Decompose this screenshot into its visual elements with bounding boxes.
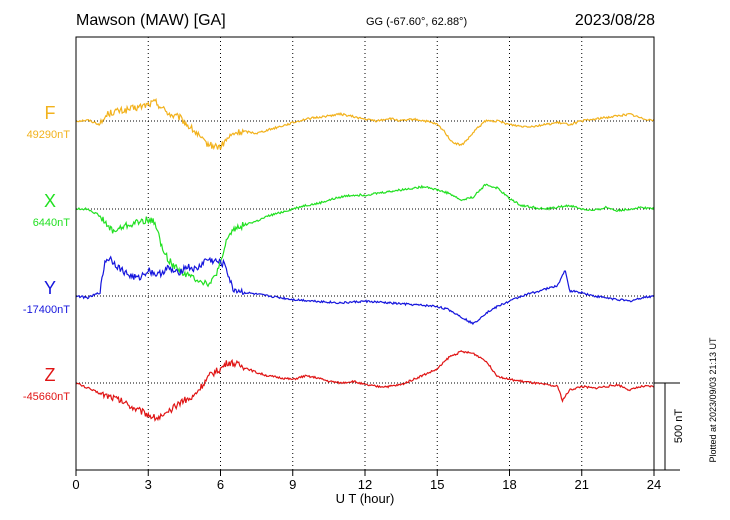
x-tick-label: 9 — [289, 477, 296, 492]
series-name-z: Z — [45, 365, 56, 385]
station-title: Mawson (MAW) [GA] — [76, 12, 226, 29]
x-tick-label: 18 — [502, 477, 516, 492]
series-baseline-f: 49290nT — [27, 129, 71, 141]
series-baseline-z: -45660nT — [23, 391, 70, 403]
series-labels: F 49290nT X 6440nT Y -17400nT Z -45660nT — [23, 103, 70, 403]
series-name-f: F — [45, 103, 56, 123]
scale-bar: 500 nT — [654, 382, 685, 471]
x-tick-label: 24 — [647, 477, 661, 492]
series-line-f — [75, 97, 655, 151]
plotted-timestamp: Plotted at 2023/09/03 21:13 UT — [708, 337, 718, 463]
series-baseline-y: -17400nT — [23, 304, 70, 316]
date-label: 2023/08/28 — [575, 12, 655, 29]
x-tick-label: 6 — [217, 477, 224, 492]
coords-label: GG (-67.60°, 62.88°) — [366, 16, 467, 28]
x-tick-label: 21 — [575, 477, 589, 492]
scale-bar-label: 500 nT — [673, 409, 685, 444]
x-tick-label: 12 — [358, 477, 372, 492]
series-name-y: Y — [44, 278, 56, 298]
x-axis-label: U T (hour) — [336, 491, 395, 506]
x-tick-label: 0 — [72, 477, 79, 492]
series-baseline-x: 6440nT — [33, 217, 71, 229]
baselines — [76, 120, 654, 384]
x-tick-label: 15 — [430, 477, 444, 492]
series-line-z — [75, 350, 655, 422]
x-tick-label: 3 — [145, 477, 152, 492]
series-lines — [75, 97, 655, 422]
grid — [147, 37, 583, 470]
x-axis: 0 3 6 9 12 15 18 21 24 — [72, 470, 661, 492]
series-line-y — [75, 255, 655, 326]
series-name-x: X — [44, 191, 56, 211]
